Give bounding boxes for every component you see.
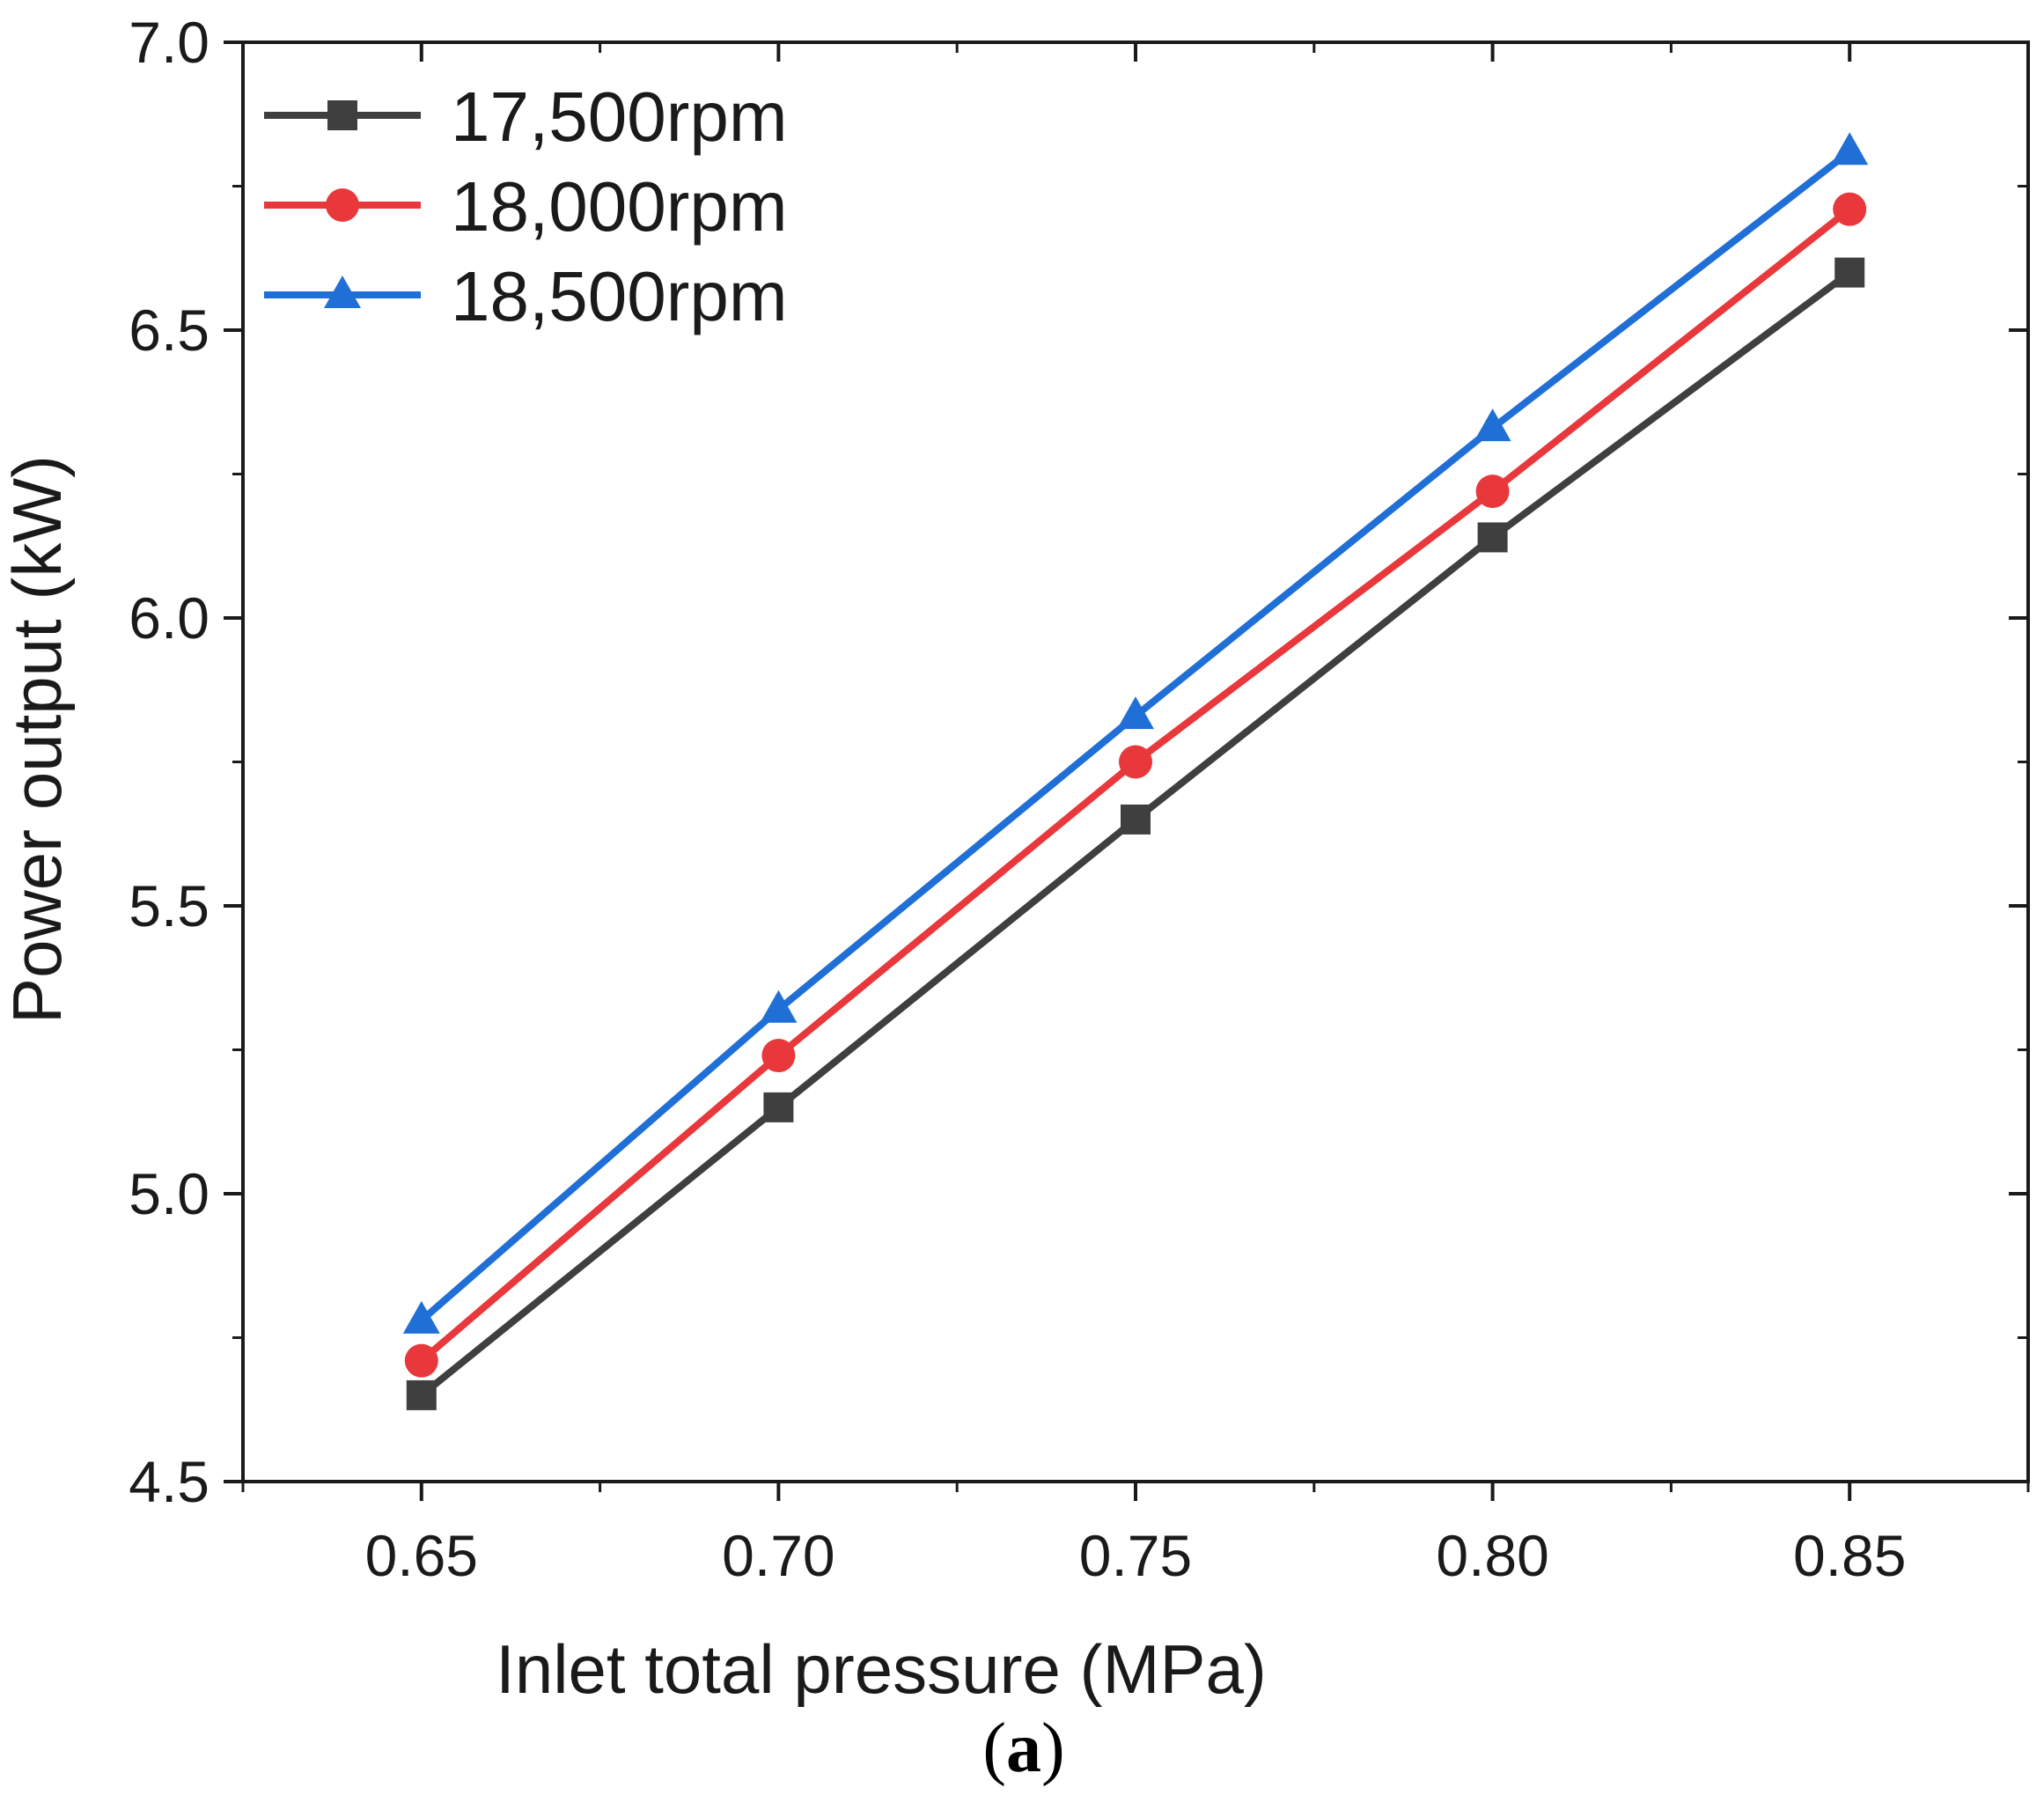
series-17500rpm-group	[406, 257, 1865, 1410]
legend-label: 18,500rpm	[451, 257, 787, 335]
x-tick-label: 0.85	[1793, 1523, 1906, 1588]
legend-label: 18,000rpm	[451, 167, 787, 246]
data-point	[402, 1300, 440, 1334]
series-18500rpm-group	[402, 132, 1869, 1334]
data-point	[406, 1379, 437, 1410]
series-18000rpm-group	[404, 192, 1867, 1378]
x-tick-label: 0.75	[1079, 1523, 1192, 1588]
x-tick-label: 0.65	[365, 1523, 478, 1588]
legend-marker	[327, 100, 357, 130]
legend-marker	[324, 276, 361, 308]
series-line	[419, 206, 1852, 1364]
data-point	[1475, 474, 1510, 509]
data-point	[763, 1092, 794, 1122]
x-tick-label: 0.80	[1436, 1523, 1548, 1588]
series-layer	[402, 132, 1869, 1410]
x-tick-label: 0.70	[722, 1523, 835, 1588]
y-axis-title: Power output (kW)	[0, 455, 76, 1024]
legend: 17,500rpm 18,000rpm 18,500rpm	[264, 77, 787, 335]
y-tick-label: 7.0	[129, 10, 210, 75]
caption-label: a	[1006, 1710, 1041, 1787]
legend-marker	[326, 188, 359, 222]
data-point	[1833, 192, 1867, 226]
data-point	[1117, 696, 1154, 730]
legend-label: 17,500rpm	[451, 77, 787, 156]
data-point	[1119, 745, 1152, 779]
data-point	[404, 1343, 438, 1378]
data-point	[1477, 522, 1508, 553]
y-tick-label: 5.5	[129, 873, 210, 938]
data-point	[760, 989, 798, 1023]
data-point	[1834, 257, 1865, 288]
x-axis-title: Inlet total pressure (MPa)	[496, 1630, 1267, 1708]
y-tick-label: 4.5	[129, 1449, 210, 1514]
caption-open-paren: (	[982, 1710, 1006, 1787]
data-point	[761, 1039, 796, 1073]
y-tick-label: 5.0	[129, 1161, 210, 1226]
data-point	[1121, 804, 1151, 835]
axis-ticks: 4.5 5.0 5.5 6.0 6.5 7.0 0.65 0.70 0.75 0.80 0.85	[129, 10, 2030, 1588]
data-point	[1831, 132, 1869, 166]
y-tick-label: 6.5	[129, 298, 210, 363]
data-point	[1474, 408, 1511, 442]
y-tick-label: 6.0	[129, 585, 210, 651]
figure-caption: (a)	[982, 1710, 1064, 1787]
caption-close-paren: )	[1041, 1710, 1065, 1787]
